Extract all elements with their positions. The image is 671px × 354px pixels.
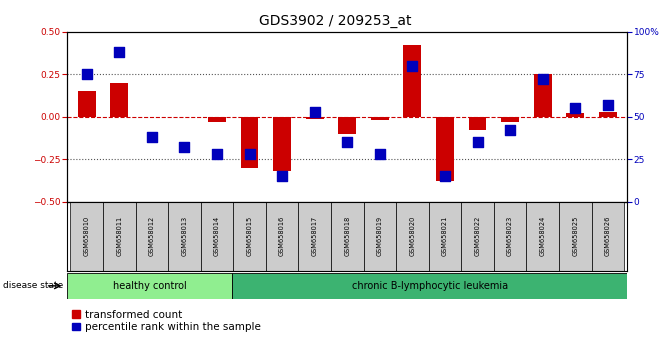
Text: GSM658021: GSM658021 xyxy=(442,216,448,256)
Bar xyxy=(201,202,234,271)
Text: GSM658022: GSM658022 xyxy=(474,216,480,257)
Text: GSM658026: GSM658026 xyxy=(605,216,611,257)
Bar xyxy=(266,202,299,271)
Bar xyxy=(273,117,291,171)
Bar xyxy=(527,202,559,271)
Bar xyxy=(468,117,486,130)
Point xyxy=(179,144,190,150)
Text: GSM658019: GSM658019 xyxy=(377,216,383,256)
Bar xyxy=(592,202,624,271)
Bar xyxy=(436,117,454,181)
Bar xyxy=(70,202,103,271)
Bar xyxy=(232,273,627,299)
Point xyxy=(211,152,222,157)
Text: GSM658013: GSM658013 xyxy=(181,216,187,256)
Bar xyxy=(461,202,494,271)
Text: GSM658018: GSM658018 xyxy=(344,216,350,256)
Point xyxy=(244,152,255,157)
Text: GDS3902 / 209253_at: GDS3902 / 209253_at xyxy=(259,14,412,28)
Bar xyxy=(338,117,356,134)
Point xyxy=(342,139,353,145)
Text: GSM658012: GSM658012 xyxy=(149,216,155,256)
Text: chronic B-lymphocytic leukemia: chronic B-lymphocytic leukemia xyxy=(352,281,508,291)
Bar xyxy=(208,117,226,122)
Point xyxy=(603,102,613,108)
Bar xyxy=(241,117,258,168)
Bar xyxy=(364,202,396,271)
Text: GSM658015: GSM658015 xyxy=(246,216,252,256)
Point xyxy=(146,135,157,140)
Text: GSM658017: GSM658017 xyxy=(311,216,317,256)
Point xyxy=(81,72,92,77)
Point xyxy=(440,173,450,179)
Point xyxy=(472,139,483,145)
Point xyxy=(374,152,385,157)
Text: GSM658025: GSM658025 xyxy=(572,216,578,257)
Point xyxy=(276,173,287,179)
Bar xyxy=(234,202,266,271)
Text: GSM658010: GSM658010 xyxy=(84,216,90,256)
Point xyxy=(407,63,418,69)
Bar xyxy=(533,74,552,117)
Text: healthy control: healthy control xyxy=(113,281,187,291)
Bar xyxy=(103,202,136,271)
Text: GSM658011: GSM658011 xyxy=(116,216,122,256)
Bar xyxy=(371,117,389,120)
Bar xyxy=(306,117,323,119)
Bar xyxy=(331,202,364,271)
Text: GSM658020: GSM658020 xyxy=(409,216,415,257)
Bar xyxy=(168,202,201,271)
Bar xyxy=(494,202,527,271)
Bar xyxy=(599,112,617,117)
Text: GSM658023: GSM658023 xyxy=(507,216,513,256)
Bar xyxy=(396,202,429,271)
Text: GSM658024: GSM658024 xyxy=(539,216,546,257)
Bar xyxy=(299,202,331,271)
Bar xyxy=(559,202,592,271)
Bar xyxy=(501,117,519,122)
Bar xyxy=(110,83,128,117)
Bar xyxy=(136,202,168,271)
Point xyxy=(570,105,580,111)
Bar xyxy=(78,91,95,117)
Point xyxy=(309,109,320,115)
Bar xyxy=(67,273,232,299)
Legend: transformed count, percentile rank within the sample: transformed count, percentile rank withi… xyxy=(72,310,260,332)
Bar xyxy=(429,202,461,271)
Point xyxy=(114,50,125,55)
Text: GSM658014: GSM658014 xyxy=(214,216,220,256)
Text: GSM658016: GSM658016 xyxy=(279,216,285,256)
Bar xyxy=(403,45,421,117)
Point xyxy=(537,76,548,82)
Point xyxy=(505,127,515,133)
Bar xyxy=(566,113,584,117)
Text: disease state: disease state xyxy=(3,281,64,290)
